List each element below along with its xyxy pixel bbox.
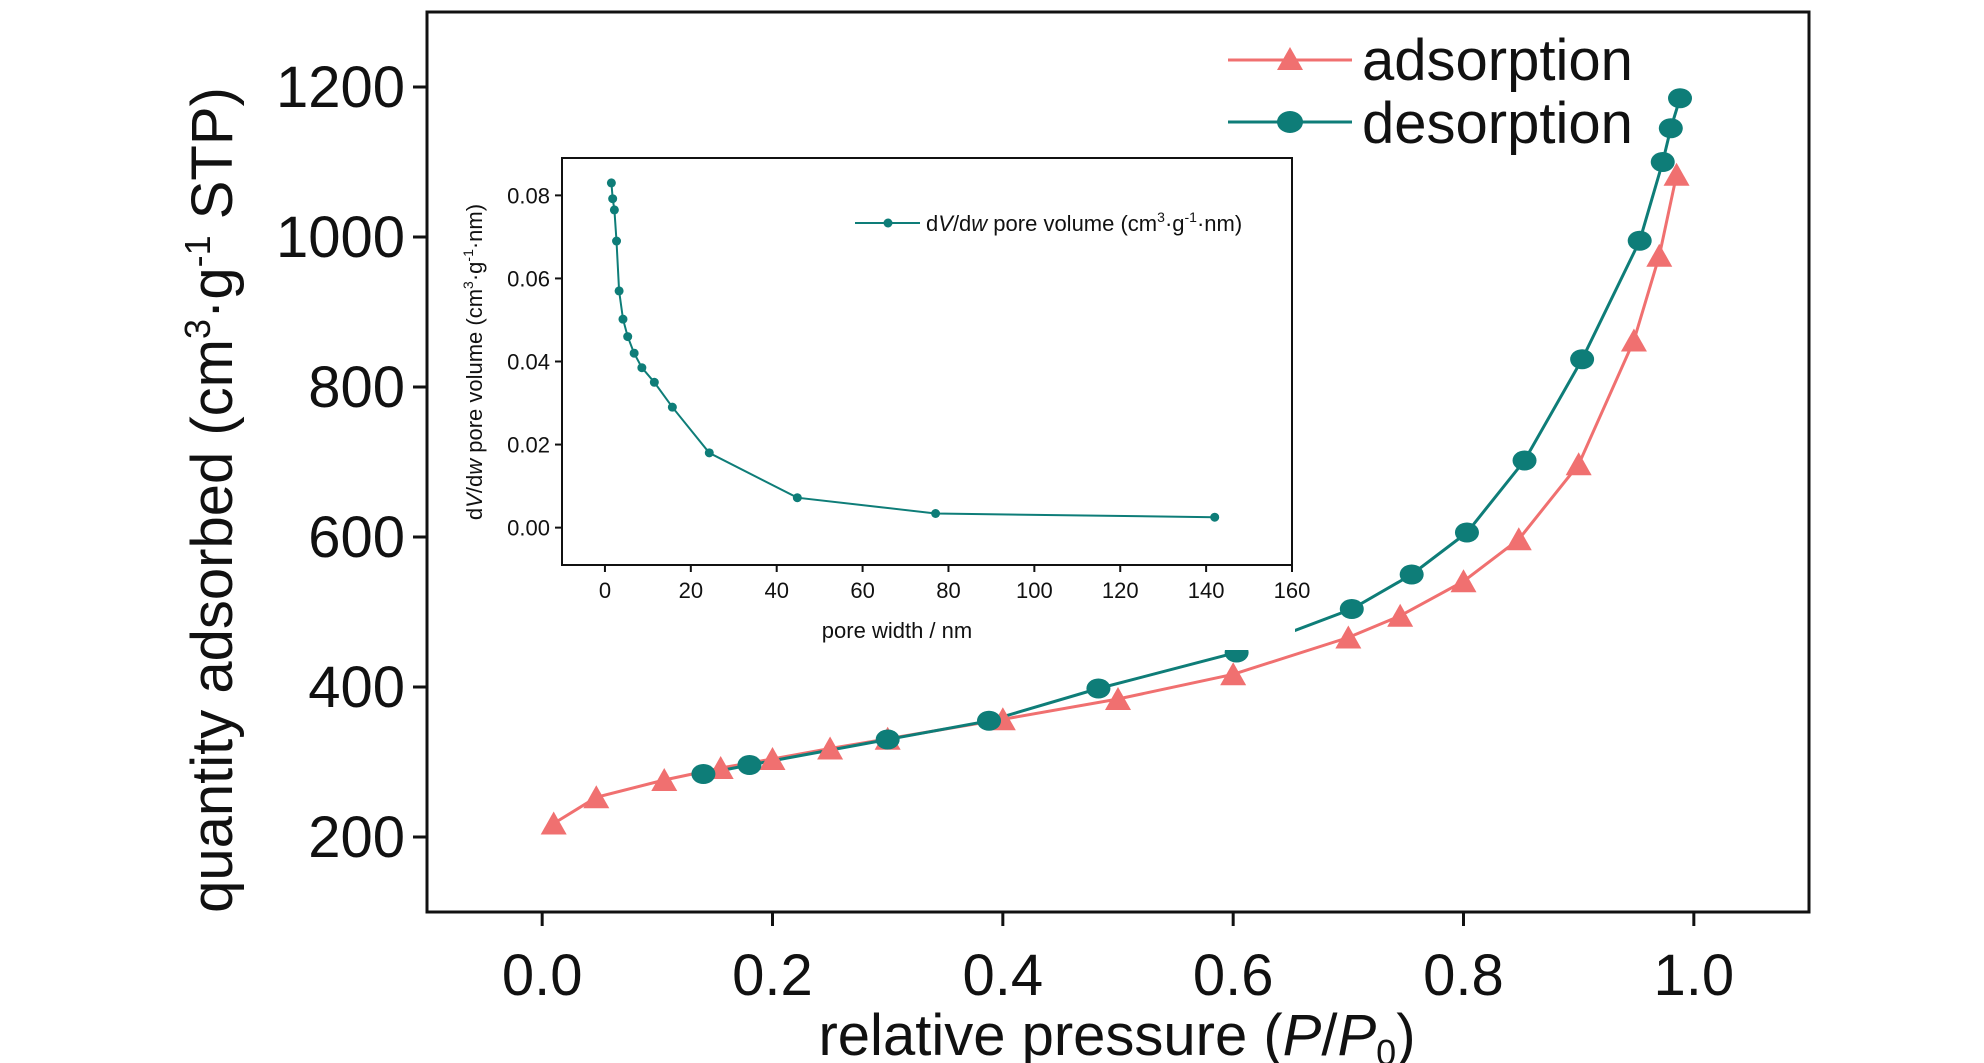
pore-volume-point: [609, 205, 619, 215]
main-x-tick-label: 0.6: [1193, 943, 1274, 1008]
inset-x-tick-label: 40: [764, 578, 788, 603]
adsorption-point: [1505, 527, 1532, 551]
adsorption-point: [1387, 603, 1414, 627]
adsorption-point: [1450, 569, 1477, 593]
desorption-point: [1627, 230, 1652, 251]
pore-volume-point: [618, 314, 628, 324]
pore-volume-point: [608, 194, 618, 204]
desorption-point: [977, 710, 1002, 731]
inset-x-tick-label: 60: [850, 578, 874, 603]
inset-background: [455, 150, 1295, 650]
inset-y-tick-label: 0.02: [507, 433, 550, 458]
desorption-point: [1512, 450, 1537, 471]
inset-x-tick-label: 120: [1102, 578, 1139, 603]
pore-volume-point: [792, 493, 802, 503]
inset-x-tick-label: 100: [1016, 578, 1053, 603]
main-x-tick-label: 0.2: [732, 943, 813, 1008]
adsorption-point: [1220, 662, 1247, 686]
adsorption-point: [817, 736, 844, 760]
main-y-tick-label: 800: [308, 355, 405, 420]
pore-volume-point: [931, 509, 941, 519]
pore-volume-point: [623, 332, 633, 342]
inset-x-tick-label: 80: [936, 578, 960, 603]
inset-legend-marker: [883, 218, 893, 228]
adsorption-point: [651, 768, 678, 791]
pore-volume-point: [612, 236, 622, 246]
desorption-point: [1086, 678, 1111, 699]
desorption-point: [737, 755, 762, 775]
adsorption-point: [1335, 625, 1362, 649]
main-x-tick-label: 1.0: [1654, 943, 1735, 1008]
legend-desorption-marker: [1277, 111, 1303, 133]
adsorption-point: [540, 811, 567, 835]
desorption-point: [1339, 599, 1364, 619]
inset-y-tick-label: 0.06: [507, 266, 550, 291]
desorption-point: [1668, 88, 1693, 109]
inset-x-tick-label: 20: [679, 578, 703, 603]
desorption-point: [1650, 152, 1675, 172]
main-y-tick-label: 1000: [276, 205, 405, 270]
pore-volume-point: [637, 363, 647, 373]
main-y-axis-label: quantity adsorbed (cm3·g-1 STP): [177, 87, 245, 913]
main-x-tick-label: 0.4: [963, 943, 1044, 1008]
inset-legend-label: dV/dw pore volume (cm3·g-1·nm): [926, 209, 1242, 236]
main-x-tick-label: 0.0: [502, 943, 583, 1008]
inset-y-tick-label: 0.08: [507, 183, 550, 208]
inset-x-tick-label: 160: [1274, 578, 1311, 603]
main-plot-frame: [425, 10, 1811, 914]
inset-y-tick-label: 0.04: [507, 350, 550, 375]
pore-volume-point: [649, 377, 659, 387]
adsorption-point: [1620, 328, 1647, 352]
desorption-point: [691, 764, 716, 784]
desorption-point: [1454, 522, 1479, 543]
adsorption-point: [1646, 243, 1673, 267]
inset-x-tick-label: 0: [599, 578, 611, 603]
inset-x-tick-label: 140: [1188, 578, 1225, 603]
main-x-axis-label: relative pressure (P/P0): [818, 1003, 1415, 1063]
pore-volume-point: [606, 178, 616, 188]
adsorption-point: [583, 785, 610, 809]
main-y-tick-label: 400: [308, 655, 405, 720]
main-y-tick-label: 200: [308, 805, 405, 870]
legend-desorption-label: desorption: [1362, 91, 1633, 156]
main-y-tick-label: 600: [308, 505, 405, 570]
legend-adsorption-marker: [1277, 47, 1303, 70]
pore-volume-point: [629, 348, 639, 358]
desorption-point: [1399, 564, 1424, 585]
desorption-point: [1570, 349, 1595, 370]
legend-adsorption-label: adsorption: [1362, 28, 1633, 93]
adsorption-point: [759, 747, 786, 770]
main-legend: adsorption desorption: [1228, 28, 1633, 156]
adsorption-point: [1105, 687, 1131, 710]
desorption-point: [875, 729, 900, 750]
main-y-tick-label: 1200: [276, 55, 405, 120]
inset-legend: dV/dw pore volume (cm3·g-1·nm): [855, 209, 1242, 236]
pore-volume-point: [667, 402, 677, 412]
adsorption-point: [1565, 452, 1592, 476]
inset-y-tick-label: 0.00: [507, 516, 550, 541]
pore-volume-point: [1210, 512, 1220, 522]
pore-volume-point: [704, 448, 714, 458]
inset-y-axis-label: dV/dw pore volume (cm3·g-1·nm): [460, 204, 487, 520]
main-x-tick-label: 0.8: [1423, 943, 1504, 1008]
adsorption-point: [1663, 162, 1690, 186]
inset-x-axis-label: pore width / nm: [822, 618, 972, 643]
desorption-point: [1658, 118, 1683, 139]
pore-volume-point: [614, 286, 624, 296]
